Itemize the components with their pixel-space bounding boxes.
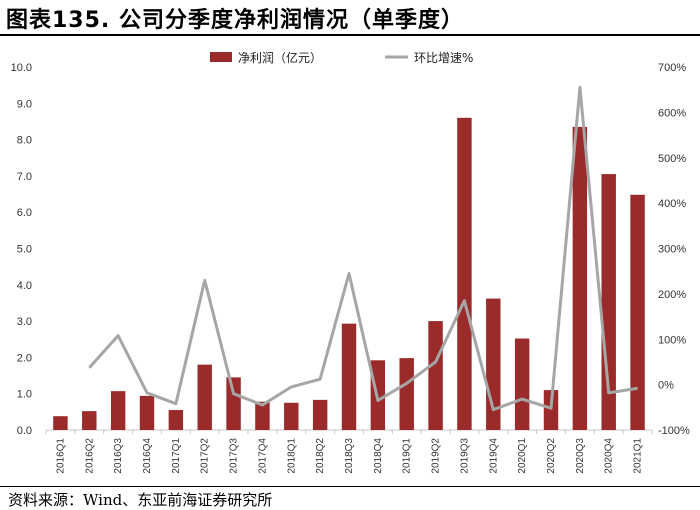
right-axis-tick: 400% — [658, 198, 686, 210]
x-axis-tick: 2020Q3 — [575, 438, 586, 474]
growth-line — [88, 85, 638, 412]
x-axis-tick: 2018Q2 — [315, 438, 326, 474]
x-axis-tick: 2021Q1 — [633, 438, 644, 474]
bar — [168, 410, 184, 430]
bar — [197, 364, 212, 430]
left-axis-tick: 9.0 — [17, 98, 32, 110]
x-axis-tick: 2019Q1 — [402, 438, 413, 474]
right-axis-tick: 0% — [658, 380, 674, 392]
legend-bar-swatch — [210, 52, 232, 62]
bar — [572, 126, 588, 431]
bar — [630, 194, 645, 430]
x-axis-tick: 2018Q3 — [344, 438, 355, 474]
x-axis-tick: 2020Q4 — [604, 438, 615, 474]
left-axis-tick: 10.0 — [11, 62, 32, 74]
bar — [110, 391, 126, 430]
x-axis-tick: 2016Q1 — [55, 438, 66, 474]
x-axis-tick: 2017Q1 — [171, 438, 182, 474]
bar — [428, 321, 443, 430]
left-axis-tick: 6.0 — [17, 207, 32, 219]
bar — [312, 399, 328, 430]
left-axis-tick: 1.0 — [17, 389, 32, 401]
x-axis-tick: 2019Q2 — [431, 438, 442, 474]
right-axis-tick: 600% — [658, 107, 686, 119]
left-axis-tick: 5.0 — [17, 244, 32, 256]
x-axis-tick: 2016Q4 — [142, 438, 153, 474]
x-axis-tick: 2017Q3 — [229, 438, 240, 474]
right-axis-tick: 700% — [658, 62, 686, 74]
footer-rule — [0, 486, 700, 487]
x-axis-tick: 2016Q3 — [113, 438, 124, 474]
left-axis-tick: 3.0 — [17, 316, 32, 328]
bar — [399, 358, 414, 430]
legend: 净利润（亿元） 环比增速% — [210, 50, 473, 65]
x-axis-tick: 2017Q2 — [200, 438, 211, 474]
bar — [341, 323, 357, 430]
left-axis-tick: 4.0 — [17, 280, 32, 292]
x-axis-tick: 2018Q4 — [373, 438, 384, 474]
bar — [514, 338, 530, 430]
right-axis-tick: 200% — [658, 289, 686, 301]
x-axis-tick: 2016Q2 — [84, 438, 95, 474]
right-axis-tick: 100% — [658, 334, 686, 346]
x-axis-tick: 2020Q2 — [546, 438, 557, 474]
x-axis-tick: 2019Q3 — [459, 438, 470, 474]
bar — [53, 416, 68, 430]
bar — [284, 402, 299, 430]
bar — [543, 390, 559, 430]
x-axis-tick: 2020Q1 — [517, 438, 528, 474]
right-axis-tick: 500% — [658, 153, 686, 165]
x-axis-tick: 2019Q4 — [488, 438, 499, 474]
left-axis-tick: 8.0 — [17, 135, 32, 147]
left-axis-tick: 0.0 — [17, 425, 32, 437]
chart-title: 图表135. 公司分季度净利润情况（单季度） — [6, 8, 464, 33]
bar — [226, 377, 241, 430]
x-axis-tick: 2018Q1 — [286, 438, 297, 474]
x-axis-tick: 2017Q4 — [257, 438, 268, 474]
bar — [139, 395, 155, 430]
source-note: 资料来源：Wind、东亚前海证券研究所 — [8, 491, 273, 509]
bar — [82, 411, 97, 430]
bar — [457, 117, 472, 430]
left-axis-tick: 7.0 — [17, 171, 32, 183]
legend-line-label: 环比增速% — [414, 51, 473, 65]
left-axis-tick: 2.0 — [17, 352, 32, 364]
right-axis-tick: -100% — [658, 425, 690, 437]
legend-bar-label: 净利润（亿元） — [238, 50, 322, 65]
title-rule — [0, 34, 700, 36]
bar — [255, 401, 270, 430]
right-axis-tick: 300% — [658, 244, 686, 256]
